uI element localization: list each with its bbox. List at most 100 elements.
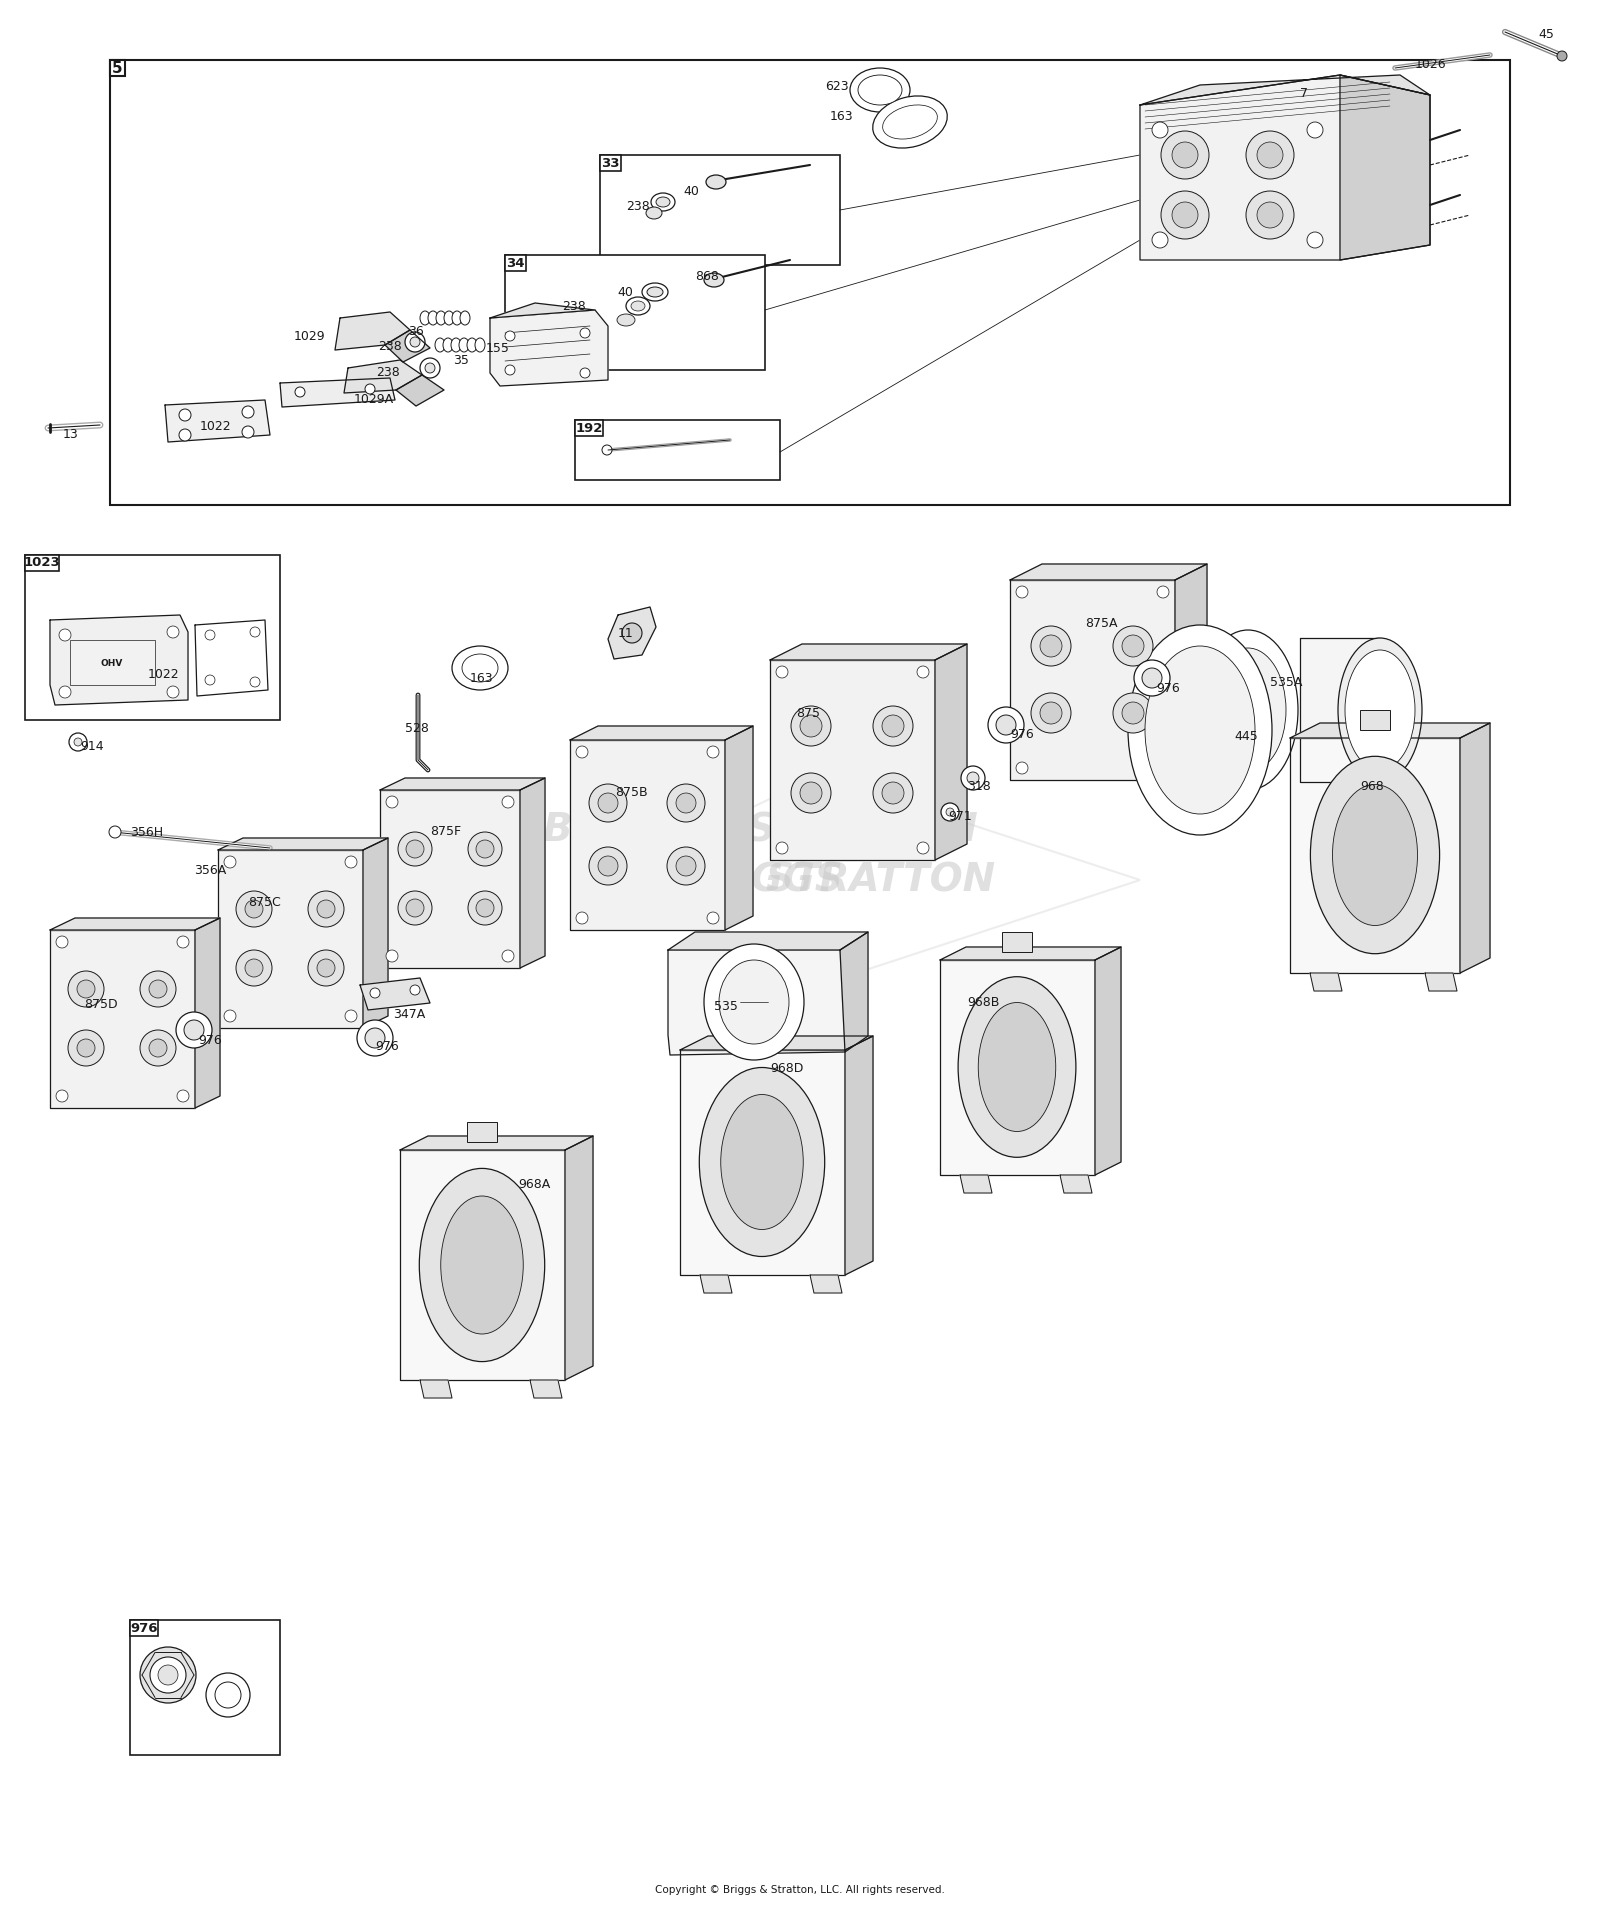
- Text: 238: 238: [562, 300, 586, 313]
- Polygon shape: [363, 838, 389, 1029]
- Circle shape: [882, 783, 904, 804]
- Circle shape: [790, 706, 830, 746]
- Circle shape: [1040, 703, 1062, 724]
- Text: 356A: 356A: [194, 865, 226, 876]
- Ellipse shape: [475, 338, 485, 351]
- Circle shape: [77, 1038, 94, 1058]
- Circle shape: [242, 407, 254, 418]
- Text: 13: 13: [62, 428, 78, 441]
- Ellipse shape: [435, 338, 445, 351]
- Circle shape: [245, 899, 262, 918]
- Polygon shape: [490, 304, 595, 319]
- Polygon shape: [334, 311, 410, 349]
- Text: 875C: 875C: [248, 895, 280, 909]
- Circle shape: [224, 855, 237, 869]
- Text: 155: 155: [486, 342, 510, 355]
- Circle shape: [398, 892, 432, 926]
- Polygon shape: [810, 1275, 842, 1292]
- Circle shape: [410, 985, 421, 995]
- Ellipse shape: [656, 197, 670, 206]
- Circle shape: [176, 1012, 213, 1048]
- Circle shape: [317, 958, 334, 977]
- Polygon shape: [1426, 974, 1458, 991]
- Circle shape: [941, 804, 958, 821]
- Polygon shape: [1310, 974, 1342, 991]
- Polygon shape: [669, 951, 845, 1056]
- Circle shape: [206, 1672, 250, 1716]
- Bar: [130, 1621, 280, 1754]
- Text: 347A: 347A: [394, 1008, 426, 1021]
- Circle shape: [1030, 693, 1070, 733]
- Circle shape: [357, 1019, 394, 1056]
- Circle shape: [882, 716, 904, 737]
- Polygon shape: [400, 1149, 565, 1380]
- Circle shape: [178, 1090, 189, 1101]
- Circle shape: [158, 1665, 178, 1686]
- Circle shape: [477, 840, 494, 857]
- Circle shape: [477, 899, 494, 916]
- Circle shape: [245, 958, 262, 977]
- Circle shape: [69, 733, 86, 750]
- Circle shape: [1307, 233, 1323, 248]
- Text: 445: 445: [1234, 729, 1258, 743]
- Circle shape: [1030, 626, 1070, 666]
- Ellipse shape: [443, 338, 453, 351]
- Circle shape: [179, 409, 190, 422]
- Circle shape: [1016, 762, 1027, 773]
- Bar: [1360, 710, 1390, 729]
- Text: 875: 875: [797, 706, 819, 720]
- Ellipse shape: [1146, 645, 1254, 813]
- Circle shape: [149, 1038, 166, 1058]
- Text: 318: 318: [966, 781, 990, 792]
- Polygon shape: [360, 977, 430, 1010]
- Circle shape: [309, 892, 344, 928]
- Circle shape: [800, 783, 822, 804]
- Bar: [130, 1621, 157, 1636]
- Circle shape: [1162, 132, 1210, 179]
- Circle shape: [966, 771, 979, 785]
- Circle shape: [602, 445, 613, 454]
- Ellipse shape: [618, 313, 635, 326]
- Circle shape: [1157, 762, 1170, 773]
- Text: OHV: OHV: [101, 659, 123, 668]
- Polygon shape: [386, 330, 430, 363]
- Text: 1023: 1023: [24, 557, 61, 569]
- Polygon shape: [1290, 724, 1490, 739]
- Text: 35: 35: [453, 353, 469, 367]
- Text: 163: 163: [830, 111, 854, 122]
- Text: 875D: 875D: [85, 998, 118, 1012]
- Text: 875F: 875F: [430, 825, 461, 838]
- Circle shape: [77, 979, 94, 998]
- Circle shape: [1114, 626, 1154, 666]
- Circle shape: [405, 332, 426, 351]
- Ellipse shape: [440, 1197, 523, 1334]
- Ellipse shape: [630, 302, 645, 311]
- Text: 1022: 1022: [149, 668, 179, 682]
- Ellipse shape: [883, 105, 938, 139]
- Circle shape: [398, 832, 432, 867]
- Text: 1022: 1022: [200, 420, 232, 433]
- Polygon shape: [397, 374, 445, 407]
- Polygon shape: [680, 1050, 845, 1275]
- Text: 976: 976: [1010, 727, 1034, 741]
- Circle shape: [294, 388, 306, 397]
- Ellipse shape: [651, 193, 675, 212]
- Polygon shape: [770, 661, 934, 859]
- Text: 1026: 1026: [1414, 57, 1446, 71]
- Text: 192: 192: [574, 422, 603, 435]
- Circle shape: [874, 773, 914, 813]
- Polygon shape: [218, 838, 389, 850]
- Polygon shape: [840, 932, 867, 1052]
- Ellipse shape: [699, 1067, 824, 1256]
- Circle shape: [707, 913, 718, 924]
- Polygon shape: [280, 378, 395, 407]
- Polygon shape: [565, 1136, 594, 1380]
- Circle shape: [1040, 636, 1062, 657]
- Circle shape: [205, 676, 214, 685]
- Polygon shape: [381, 790, 520, 968]
- Bar: [506, 256, 765, 370]
- Polygon shape: [1139, 74, 1430, 105]
- Text: Copyright © Briggs & Stratton, LLC. All rights reserved.: Copyright © Briggs & Stratton, LLC. All …: [654, 1884, 946, 1896]
- Polygon shape: [680, 1037, 874, 1050]
- Ellipse shape: [704, 943, 805, 1059]
